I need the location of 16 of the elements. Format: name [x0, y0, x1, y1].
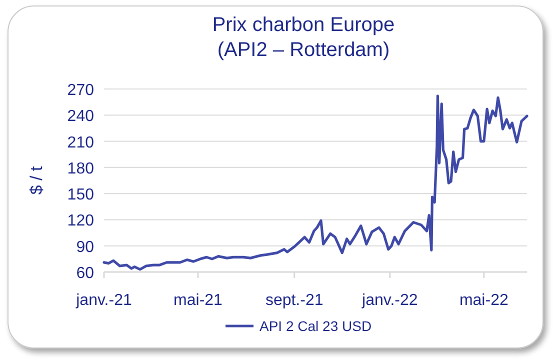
- x-tick-label: mai-22: [459, 292, 508, 309]
- y-tick-label: 180: [67, 160, 94, 178]
- x-tick-label: sept.-21: [265, 292, 324, 309]
- x-tick-label: janv.-22: [361, 292, 418, 309]
- y-tick-label: 150: [67, 186, 94, 204]
- y-tick-label: 120: [67, 212, 94, 230]
- y-tick-label: 60: [76, 265, 94, 282]
- x-tick-label: janv.-21: [75, 292, 132, 309]
- y-tick-label: 210: [67, 134, 94, 152]
- legend-label: API 2 Cal 23 USD: [260, 318, 372, 334]
- y-axis-title: $ / t: [27, 166, 46, 195]
- y-tick-label: 90: [76, 238, 94, 256]
- y-tick-label: 240: [67, 108, 94, 126]
- x-tick-label: mai-21: [174, 292, 223, 309]
- chart-title: Prix charbon Europe (API2 – Rotterdam): [212, 14, 395, 61]
- y-tick-label: 270: [67, 82, 94, 99]
